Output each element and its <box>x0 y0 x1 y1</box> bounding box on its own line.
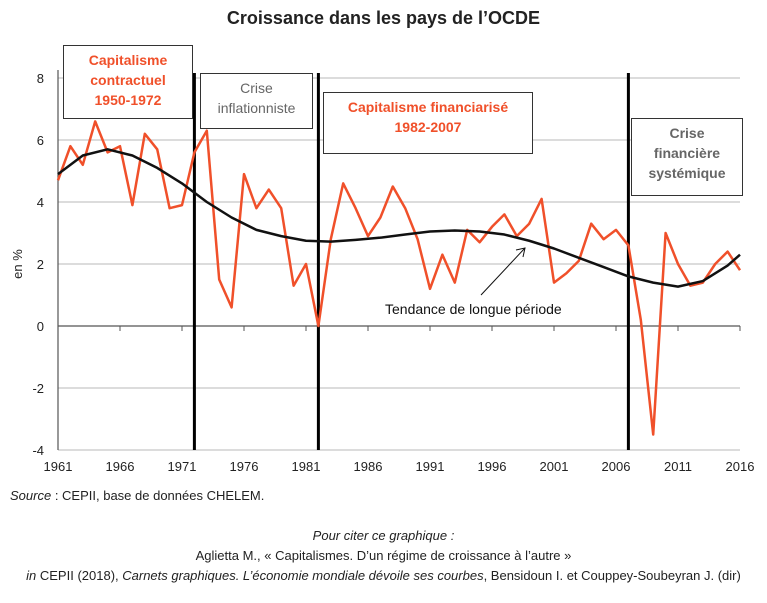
annotation-line: systémique <box>648 165 726 181</box>
source-note: Source : CEPII, base de données CHELEM. <box>10 488 264 503</box>
growth-series-line <box>56 120 742 436</box>
y-tick-label: 0 <box>37 319 44 334</box>
y-tick-label: 4 <box>37 195 44 210</box>
plot-area: -4 -2 0 2 4 6 8 1961 1966 1971 1976 1981 1986 1991 199… <box>10 70 755 474</box>
cite-in: in <box>26 568 37 583</box>
x-tick-label: 1961 <box>44 459 73 474</box>
y-tick-label: 6 <box>37 133 44 148</box>
y-tick-label: -2 <box>32 381 44 396</box>
x-tick-label: 1991 <box>416 459 445 474</box>
annotation-line: Crise <box>240 80 273 96</box>
x-tick-label: 2011 <box>664 459 692 474</box>
annotation-line: contractuel <box>90 72 166 88</box>
x-tick-label: 2016 <box>726 459 755 474</box>
trend-label: Tendance de longue période <box>385 301 562 317</box>
annotation-line: 1982-2007 <box>394 119 462 135</box>
cite-title: Pour citer ce graphique : <box>312 528 455 543</box>
x-tick-label: 1976 <box>230 459 259 474</box>
y-tick-label: -4 <box>32 443 44 458</box>
y-tick-label: 8 <box>37 71 44 86</box>
annotation-line: inflationniste <box>217 100 296 116</box>
cite-line2: in CEPII (2018), Carnets graphiques. L’é… <box>0 568 767 583</box>
cite-authors: , Bensidoun I. et Couppey-Soubeyran J. (… <box>483 568 741 583</box>
annotation-line: 1950-1972 <box>94 92 162 108</box>
x-tick-label: 1971 <box>168 459 197 474</box>
chart-title: Croissance dans les pays de l’OCDE <box>226 8 541 28</box>
annotation-line: Capitalisme financiarisé <box>347 99 509 115</box>
cite-book: Carnets graphiques. L’économie mondiale … <box>122 568 484 583</box>
annotation-line: Crise <box>669 125 705 141</box>
x-tick-label: 1996 <box>478 459 507 474</box>
annotation-capitalisme-contractuel: Capitalisme contractuel 1950-1972 <box>63 45 193 119</box>
annotation-crise-inflationniste: Crise inflationniste <box>200 73 313 129</box>
x-tick-label: 1986 <box>354 459 383 474</box>
annotation-crise-financiere: Crise financière systémique <box>631 118 743 196</box>
annotation-line: Capitalisme <box>88 52 168 68</box>
x-tick-label: 2001 <box>540 459 569 474</box>
source-label: Source <box>10 488 52 503</box>
source-text: : CEPII, base de données CHELEM. <box>51 488 265 503</box>
cite-line1: Aglietta M., « Capitalismes. D’un régime… <box>195 548 572 563</box>
trend-arrow-head <box>515 247 526 258</box>
y-axis-label: en % <box>10 249 25 279</box>
x-tick-label: 1981 <box>292 459 321 474</box>
annotation-line: financière <box>653 145 721 161</box>
cite-cepii: CEPII (2018), <box>36 568 123 583</box>
x-tick-label: 1966 <box>106 459 135 474</box>
y-tick-label: 2 <box>37 257 44 272</box>
x-tick-label: 2006 <box>602 459 631 474</box>
annotation-capitalisme-financiarise: Capitalisme financiarisé 1982-2007 <box>323 92 533 154</box>
trend-arrow <box>480 247 526 296</box>
